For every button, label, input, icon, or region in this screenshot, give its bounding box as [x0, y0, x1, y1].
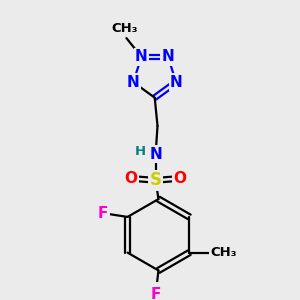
Text: O: O [125, 171, 138, 186]
Text: O: O [174, 171, 187, 186]
Text: CH₃: CH₃ [210, 246, 236, 259]
Text: N: N [127, 75, 140, 90]
Text: CH₃: CH₃ [111, 22, 138, 35]
Text: N: N [162, 50, 174, 64]
Text: F: F [150, 287, 161, 300]
Text: N: N [170, 75, 182, 90]
Text: N: N [135, 50, 148, 64]
Text: N: N [149, 146, 162, 161]
Text: H: H [135, 145, 146, 158]
Text: F: F [98, 206, 108, 221]
Text: S: S [150, 171, 162, 189]
